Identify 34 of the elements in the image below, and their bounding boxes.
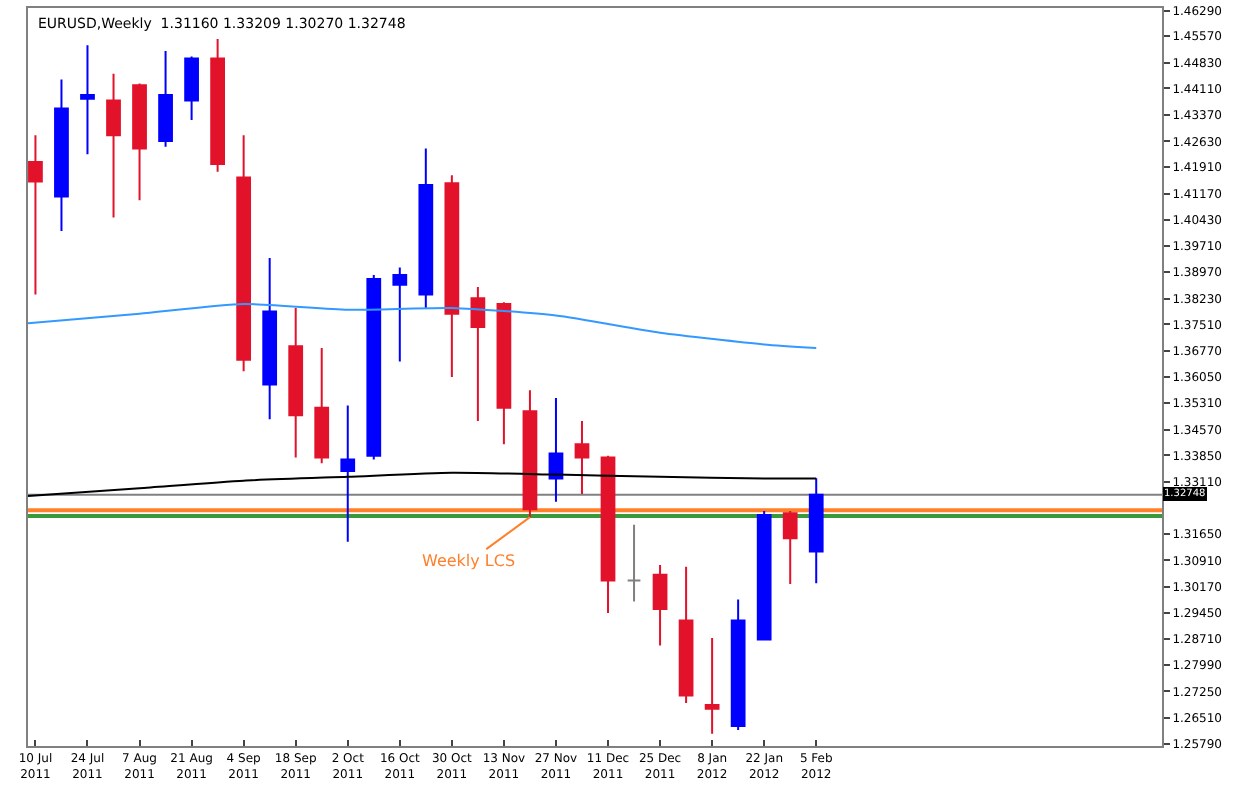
candlestick	[340, 404, 356, 543]
candlestick	[444, 174, 460, 378]
candlestick	[704, 637, 720, 735]
candlestick	[548, 397, 564, 503]
candlestick	[132, 82, 147, 202]
candlestick	[236, 134, 252, 373]
candlestick	[28, 134, 43, 296]
candlestick	[522, 389, 538, 519]
candlestick	[470, 285, 486, 422]
candlestick	[730, 598, 746, 731]
candlestick	[418, 147, 434, 309]
line-series	[28, 303, 818, 350]
candlestick	[366, 274, 382, 461]
candlestick	[574, 419, 590, 495]
candlestick	[600, 454, 616, 614]
candlestick	[80, 44, 95, 156]
line-series	[28, 471, 818, 498]
candlestick	[652, 564, 668, 647]
candlestick	[106, 72, 121, 219]
candlestick	[158, 49, 173, 148]
candlestick	[184, 55, 199, 121]
candlestick	[756, 510, 772, 641]
candlestick	[210, 38, 225, 173]
candlestick	[288, 307, 304, 459]
candlestick	[678, 565, 694, 705]
candlestick	[496, 301, 512, 446]
candlestick	[314, 347, 330, 465]
candlestick	[262, 256, 278, 421]
candlestick	[54, 78, 69, 233]
candlestick	[626, 523, 642, 603]
candlestick	[782, 510, 798, 586]
annotation: Weekly LCS	[422, 552, 516, 570]
candlestick	[392, 266, 408, 363]
candlestick	[808, 477, 824, 585]
